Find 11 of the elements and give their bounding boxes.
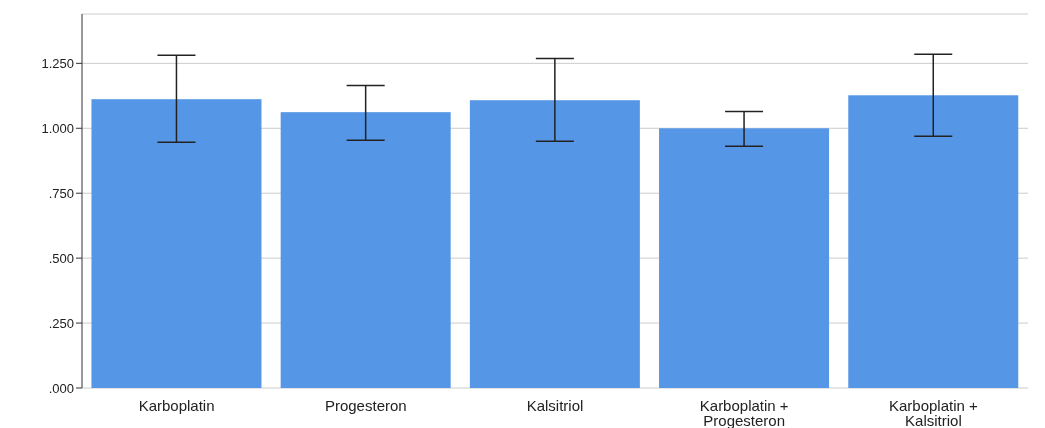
y-tick-label: .000 xyxy=(48,380,74,396)
y-tick-label: 1.250 xyxy=(41,55,74,71)
x-tick-label: Progesteron xyxy=(324,396,407,414)
x-tick-label: Kalsitriol xyxy=(526,396,584,414)
y-tick-label: .500 xyxy=(48,250,74,266)
x-tick-label: Karboplatin + Progesteron xyxy=(699,396,789,428)
x-tick-label: Karboplatin xyxy=(138,396,215,414)
x-tick-label: Karboplatin + Kalsitriol xyxy=(888,396,979,428)
y-tick-label: 1.000 xyxy=(41,120,74,136)
y-tick-label: .750 xyxy=(48,185,74,201)
y-tick-label: .250 xyxy=(48,315,74,331)
